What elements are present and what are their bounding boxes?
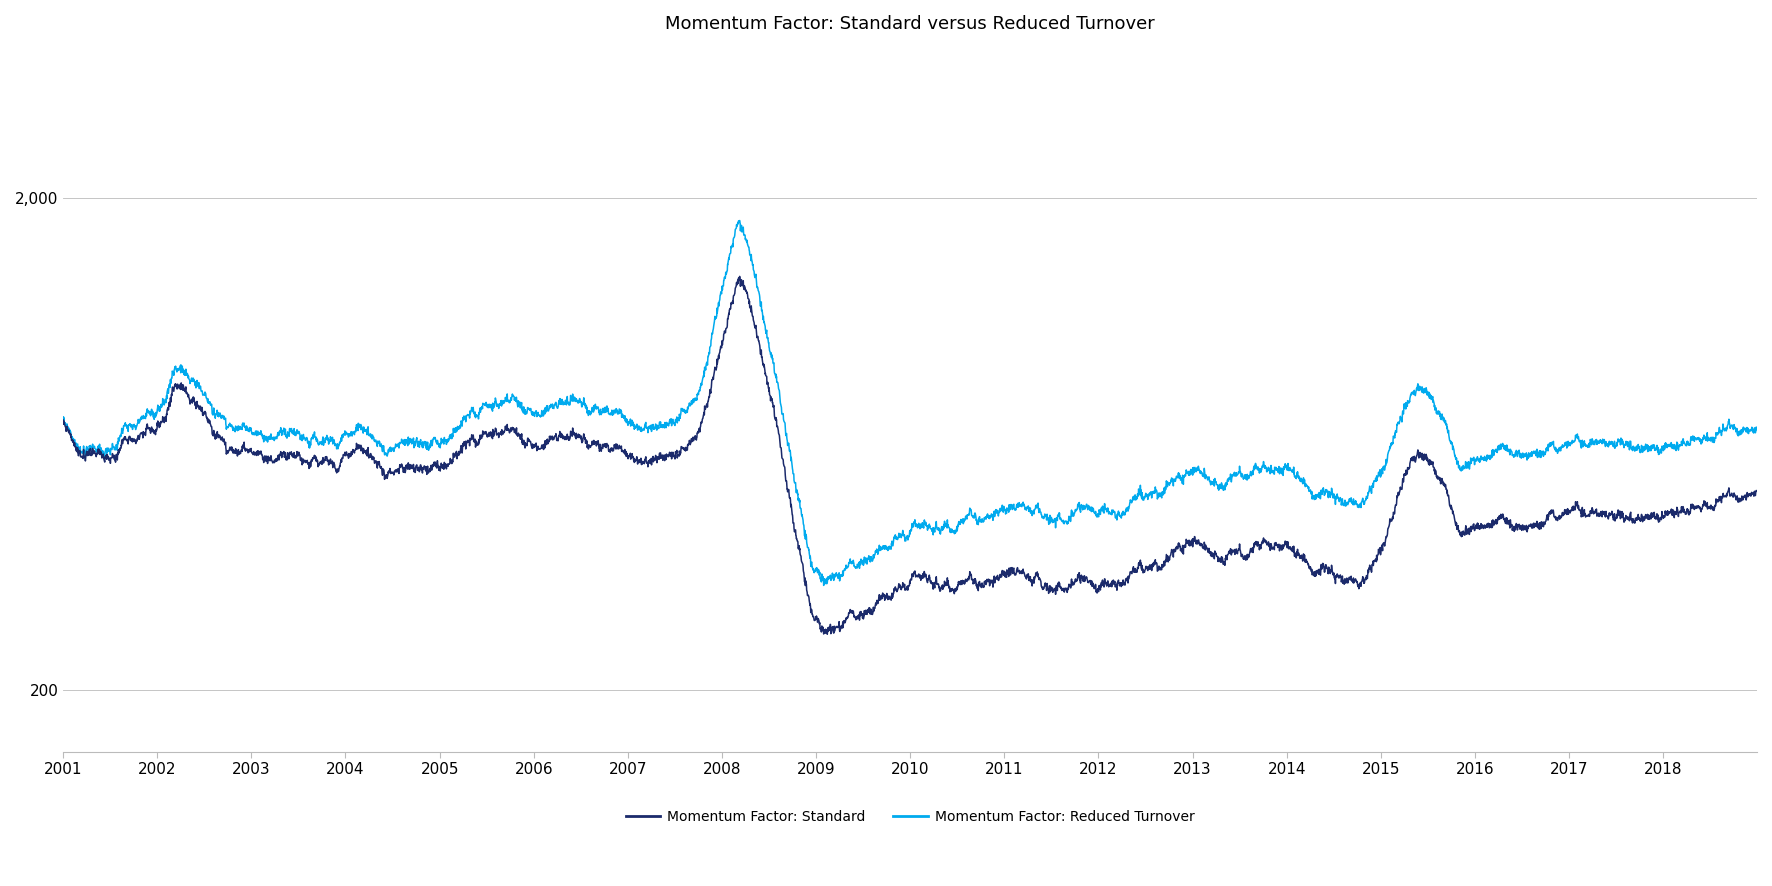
Line: Momentum Factor: Standard: Momentum Factor: Standard bbox=[64, 276, 1758, 634]
Line: Momentum Factor: Reduced Turnover: Momentum Factor: Reduced Turnover bbox=[64, 221, 1758, 586]
Title: Momentum Factor: Standard versus Reduced Turnover: Momentum Factor: Standard versus Reduced… bbox=[664, 15, 1155, 33]
Legend: Momentum Factor: Standard, Momentum Factor: Reduced Turnover: Momentum Factor: Standard, Momentum Fact… bbox=[620, 804, 1200, 829]
